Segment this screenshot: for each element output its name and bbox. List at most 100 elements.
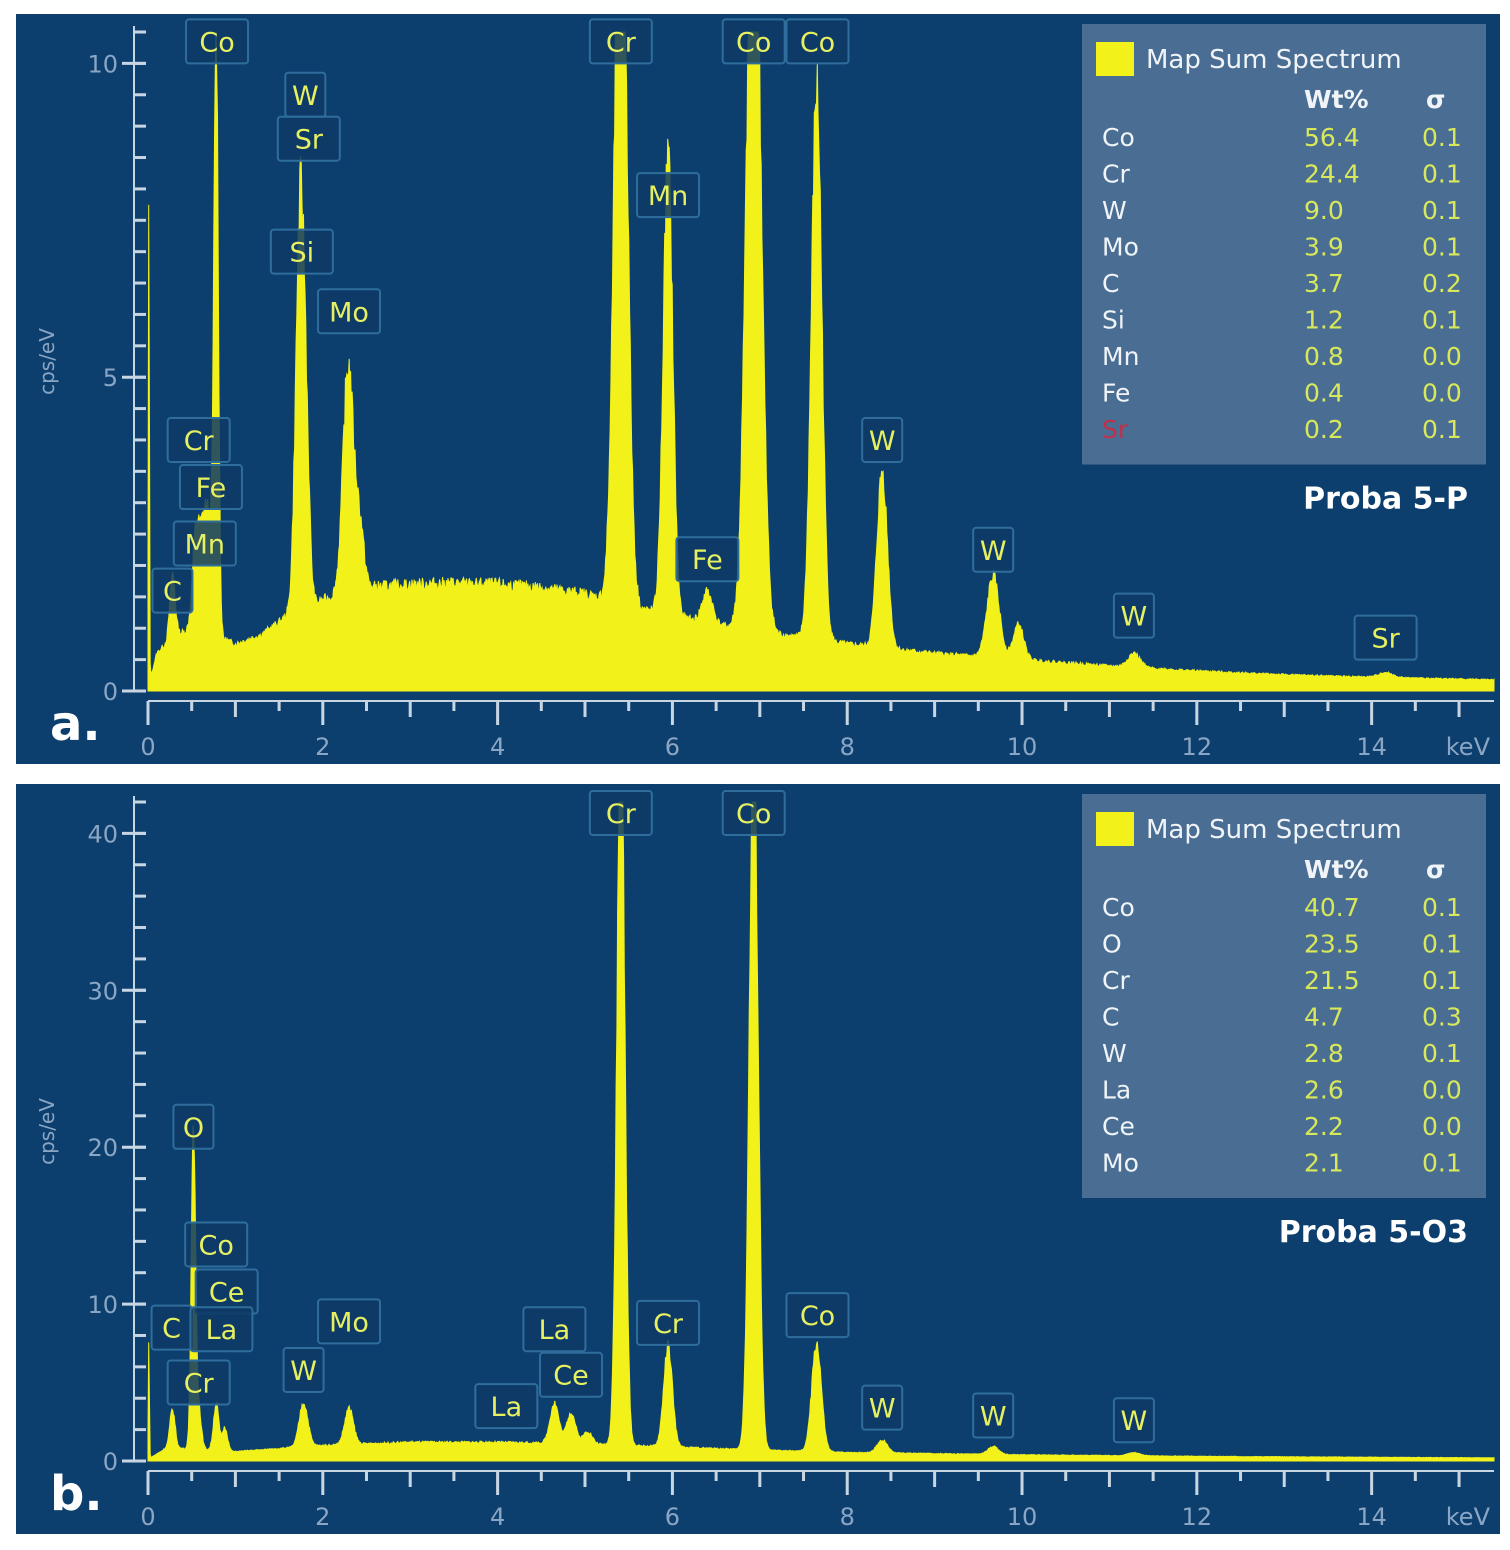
peak-label: Co (185, 18, 250, 65)
peak-label: Co (184, 1221, 249, 1268)
peak-label-box (151, 567, 194, 614)
x-tick-label: 6 (665, 1503, 680, 1531)
legend: Map Sum Spectrum Wt% σ Co 40.7 0.1 O 23.5 0.1 Cr 2… (1082, 794, 1486, 1198)
legend-element: W (1102, 1039, 1127, 1068)
peak-label: Mo (317, 1298, 382, 1345)
peak-label: W (972, 526, 1015, 573)
peak-label-box (282, 1346, 325, 1393)
legend-sigma-value: 0.1 (1422, 415, 1462, 444)
legend-wt-value: 1.2 (1304, 306, 1344, 335)
peak-label: W (284, 71, 327, 118)
peak-label-text: Co (198, 1230, 233, 1261)
peak-label: La (189, 1306, 254, 1353)
legend: Map Sum Spectrum Wt% σ Co 56.4 0.1 Cr 24.4 0.1 W 9… (1082, 24, 1486, 465)
peak-label-box (276, 115, 341, 162)
x-tick-label: 4 (490, 733, 505, 761)
peak-label: Co (721, 789, 786, 836)
peak-label: C (151, 567, 194, 614)
peak-label-text: Si (290, 238, 315, 269)
x-tick-label: 8 (840, 1503, 855, 1531)
peak-label-text: Sr (1371, 624, 1400, 655)
spectrum-panel-b: 0 10 20 30 40 cps/eV 0 2 4 6 8 10 12 14 keV b. C Cr O Co Ce L… (16, 784, 1500, 1534)
legend-sigma-value: 0.1 (1422, 233, 1462, 262)
legend-wt-value: 56.4 (1304, 123, 1360, 152)
legend-sigma-value: 0.1 (1422, 893, 1462, 922)
legend-wt-value: 4.7 (1304, 1003, 1344, 1032)
x-tick-label: 6 (665, 733, 680, 761)
y-axis-label: cps/eV (35, 328, 59, 395)
peak-label: O (172, 1103, 215, 1150)
peak-label-text: Mo (329, 1307, 369, 1338)
peak-label-box (172, 520, 237, 567)
peak-label: Cr (166, 1359, 231, 1406)
peak-label-box (474, 1383, 539, 1430)
y-tick-label: 10 (87, 1291, 118, 1319)
peak-label-text: W (980, 1401, 1007, 1432)
legend-sigma-value: 0.0 (1422, 1076, 1462, 1105)
legend-wt-value: 0.8 (1304, 342, 1344, 371)
legend-sigma-value: 0.1 (1422, 1039, 1462, 1068)
peak-label: La (522, 1306, 587, 1353)
peak-label-box (721, 789, 786, 836)
peak-label-text: Mn (648, 181, 688, 212)
peak-label-box (972, 1392, 1015, 1439)
legend-wt-value: 23.5 (1304, 930, 1360, 959)
peak-label-box (317, 1298, 382, 1345)
peak-label: W (861, 1384, 904, 1431)
y-tick-label: 40 (87, 820, 118, 848)
peak-label-text: Ce (209, 1278, 244, 1309)
peak-label-text: La (539, 1315, 571, 1346)
x-axis-unit: keV (1446, 733, 1491, 761)
peak-label: W (861, 416, 904, 463)
legend-col-sigma: σ (1426, 855, 1445, 884)
x-axis-unit: keV (1446, 1503, 1491, 1531)
x-tick-label: 4 (490, 1503, 505, 1531)
peak-label-text: Fe (692, 545, 723, 576)
peak-label-box (269, 228, 334, 275)
peak-label-text: Fe (196, 473, 227, 504)
peak-label-text: W (1121, 602, 1148, 633)
legend-element: C (1102, 269, 1119, 298)
peak-label-text: W (869, 1394, 896, 1425)
peak-label: Mn (636, 172, 701, 219)
legend-element: Si (1102, 306, 1125, 335)
legend-wt-value: 3.9 (1304, 233, 1344, 262)
legend-element: Mo (1102, 1149, 1139, 1178)
legend-element: Mn (1102, 342, 1139, 371)
legend-sigma-value: 0.3 (1422, 1003, 1462, 1032)
peak-label-text: Mn (185, 530, 225, 561)
peak-label-box (539, 1351, 604, 1398)
peak-label: W (1112, 1397, 1155, 1444)
peak-label-box (588, 789, 653, 836)
legend-background (1082, 794, 1486, 1198)
legend-series-name: Map Sum Spectrum (1146, 815, 1402, 845)
peak-label-text: C (162, 1314, 181, 1345)
peak-label-text: W (869, 426, 896, 457)
peak-label-box (184, 1221, 249, 1268)
y-tick-label: 0 (103, 1448, 118, 1476)
legend-element: La (1102, 1076, 1131, 1105)
panel-letter: a. (50, 696, 101, 752)
peak-label: Cr (166, 416, 231, 463)
peak-label-box (522, 1306, 587, 1353)
peak-label-text: Co (800, 27, 835, 58)
legend-col-wt: Wt% (1304, 855, 1369, 884)
peak-label-text: Co (736, 799, 771, 830)
peak-label-text: Cr (606, 27, 637, 58)
peak-label: Mn (172, 520, 237, 567)
peak-label-text: Cr (606, 799, 637, 830)
sample-name: Proba 5-P (1303, 482, 1468, 517)
legend-sigma-value: 0.2 (1422, 269, 1462, 298)
peak-label: Cr (588, 18, 653, 65)
y-tick-label: 20 (87, 1134, 118, 1162)
x-tick-label: 2 (315, 1503, 330, 1531)
peak-label-text: Cr (653, 1309, 684, 1340)
peak-label-box (861, 1384, 904, 1431)
legend-element: Ce (1102, 1112, 1135, 1141)
peak-label: Mo (317, 288, 382, 335)
peak-label-text: La (491, 1392, 523, 1423)
legend-wt-value: 40.7 (1304, 893, 1360, 922)
legend-wt-value: 2.1 (1304, 1149, 1344, 1178)
peak-label: Co (721, 18, 786, 65)
